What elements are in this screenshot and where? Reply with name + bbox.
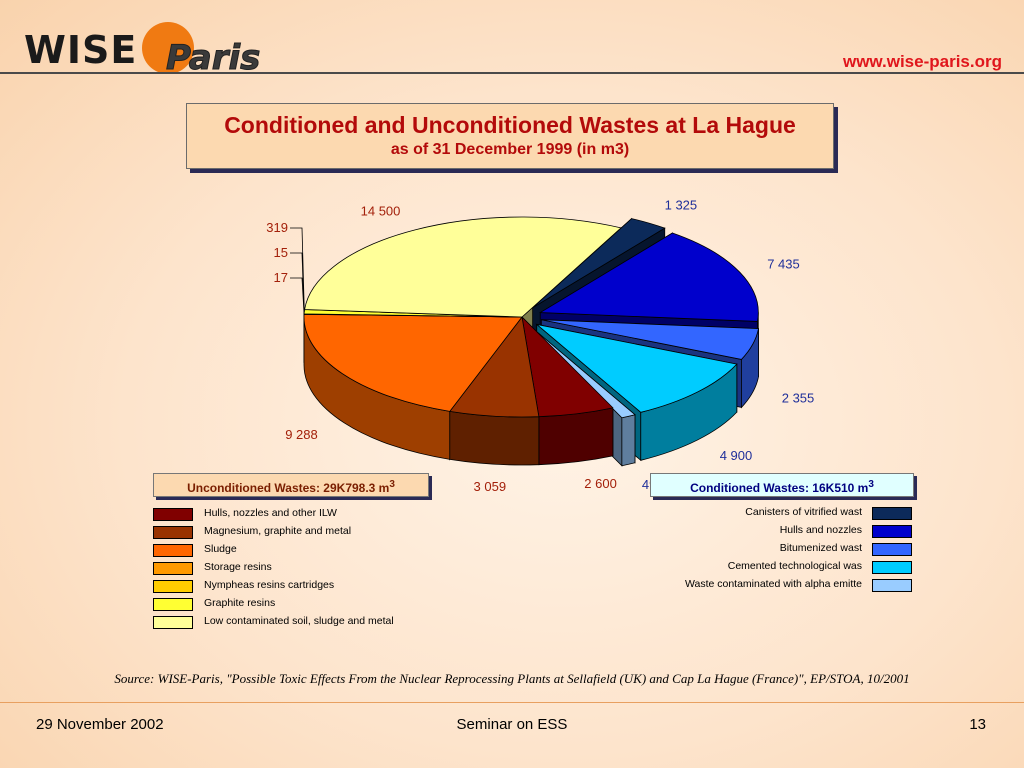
legend-swatch xyxy=(872,561,912,574)
pie-slice xyxy=(303,313,523,412)
label-leader-line xyxy=(290,227,305,312)
legend-label: Waste contaminated with alpha emitte xyxy=(684,578,862,590)
legend-label: Sludge xyxy=(204,543,237,555)
legend-swatch xyxy=(153,526,193,539)
legend-label: Hulls and nozzles xyxy=(779,524,862,536)
legend-swatch xyxy=(153,580,193,593)
pie-slice xyxy=(541,319,760,360)
slice-value-label: 17 xyxy=(274,270,288,285)
slice-value-label: 3 059 xyxy=(474,479,507,494)
pie-slice xyxy=(304,216,622,318)
legend-conditioned: Canisters of vitrified wast Hulls and noz… xyxy=(600,505,912,595)
logo-paris-text: Paris xyxy=(165,38,261,79)
legend-swatch xyxy=(872,543,912,556)
chart-title-box: Conditioned and Unconditioned Wastes at … xyxy=(186,103,834,169)
footer-page-number: 13 xyxy=(969,716,986,733)
source-citation: Source: WISE-Paris, "Possible Toxic Effe… xyxy=(114,671,910,686)
label-leader-line xyxy=(290,277,305,315)
slice-value-label: 15 xyxy=(274,245,288,260)
conditioned-legend-item: Hulls and nozzles xyxy=(600,523,912,541)
slice-value-label: 1 325 xyxy=(665,197,698,212)
footer-date: 29 November 2002 xyxy=(36,716,164,733)
legend-swatch xyxy=(872,507,912,520)
legend-label: Bitumenized wast xyxy=(779,542,862,554)
legend-label: Canisters of vitrified wast xyxy=(745,506,862,518)
slice-value-label: 7 435 xyxy=(767,256,800,271)
legend-swatch xyxy=(153,598,193,611)
legend-label: Magnesium, graphite and metal xyxy=(204,525,352,537)
unconditioned-total-label: Unconditioned Wastes: 29K798.3 m xyxy=(187,481,390,495)
pie-slice-side xyxy=(621,414,636,467)
slice-value-label: 14 500 xyxy=(361,204,401,219)
legend-label: Nympheas resins cartridges xyxy=(204,579,335,591)
legend-label: Low contaminated soil, sludge and metal xyxy=(204,615,394,627)
slice-value-label: 2 600 xyxy=(584,476,617,491)
conditioned-total-label: Conditioned Wastes: 16K510 m xyxy=(690,481,869,495)
legend-swatch xyxy=(153,544,193,557)
slice-value-label: 2 355 xyxy=(782,391,815,406)
logo-wise-text: WISE xyxy=(24,28,138,72)
legend-label: Storage resins xyxy=(204,561,272,573)
unconditioned-total-unit-exponent: 3 xyxy=(389,479,395,490)
pie-slice-side xyxy=(449,410,540,466)
chart-subtitle: as of 31 December 1999 (in m3) xyxy=(390,141,630,158)
conditioned-total-unit-exponent: 3 xyxy=(868,479,874,490)
pie-slice xyxy=(535,323,738,413)
legend-swatch xyxy=(153,562,193,575)
label-leader-line xyxy=(290,252,305,314)
conditioned-total-box: Conditioned Wastes: 16K510 m3 xyxy=(650,473,914,497)
footer-event: Seminar on ESS xyxy=(456,716,568,733)
logo-orange-circle xyxy=(142,22,194,74)
legend-label: Hulls, nozzles and other ILW xyxy=(204,507,337,519)
pie-slice xyxy=(532,218,666,309)
footer-divider xyxy=(0,702,1024,703)
conditioned-legend-item: Bitumenized wast xyxy=(600,541,912,559)
pie-slice xyxy=(538,232,759,322)
slice-value-label: 319 xyxy=(266,220,288,235)
conditioned-legend-item: Waste contaminated with alpha emitte xyxy=(600,577,912,595)
legend-label: Cemented technological was xyxy=(727,560,862,572)
legend-swatch xyxy=(872,579,912,592)
legend-label: Graphite resins xyxy=(204,597,276,609)
chart-title: Conditioned and Unconditioned Wastes at … xyxy=(224,112,796,138)
slice-value-label: 9 288 xyxy=(285,427,318,442)
pie-slice xyxy=(530,326,636,419)
wise-paris-logo: WISE Paris xyxy=(24,22,261,82)
conditioned-legend-item: Cemented technological was xyxy=(600,559,912,577)
legend-swatch xyxy=(153,616,193,629)
website-url[interactable]: www.wise-paris.org xyxy=(842,52,1002,71)
legend-swatch xyxy=(153,508,193,521)
legend-swatch xyxy=(872,525,912,538)
unconditioned-total-box: Unconditioned Wastes: 29K798.3 m3 xyxy=(153,473,429,497)
conditioned-legend-item: Canisters of vitrified wast xyxy=(600,505,912,523)
header-divider xyxy=(0,72,1024,74)
slice-value-label: 4 900 xyxy=(720,448,753,463)
